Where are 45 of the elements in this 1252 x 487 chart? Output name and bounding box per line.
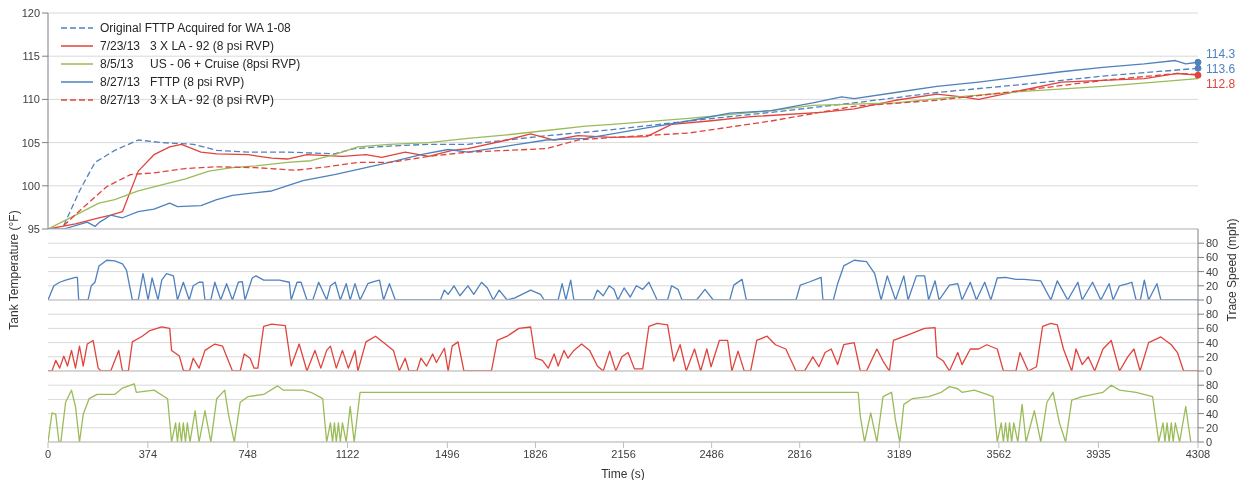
x-tick-label: 4308 [1185, 447, 1211, 460]
y2-tick-label: 60 [1206, 251, 1219, 264]
y2-tick-label: 20 [1206, 421, 1219, 434]
y2-axis-title: Trace Speed (mph) [1225, 218, 1239, 322]
x-tick-label: 0 [44, 447, 52, 460]
y-axis-title: Tank Temperature (°F) [7, 210, 21, 330]
x-tick-label: 2486 [699, 447, 724, 460]
data-label: 113.6 [1206, 61, 1236, 76]
x-tick-label: 3562 [986, 447, 1012, 460]
data-label: 114.3 [1206, 46, 1236, 61]
y-tick-label: 120 [21, 6, 40, 19]
y2-tick-label: 40 [1206, 336, 1219, 349]
y-tick-label: 100 [21, 179, 40, 192]
y2-tick-label: 80 [1206, 237, 1219, 250]
y2-tick-label: 60 [1206, 393, 1219, 406]
y2-tick-label: 20 [1206, 350, 1219, 363]
legend-label: 8/5/13 US - 06 + Cruise (8psi RVP) [100, 57, 301, 71]
x-tick-label: 1122 [335, 447, 360, 460]
x-axis-title: Time (s) [601, 467, 645, 481]
legend-label: 8/27/13 3 X LA - 92 (8 psi RVP) [100, 93, 274, 107]
x-tick-label: 748 [238, 447, 257, 460]
legend-label: Original FTTP Acquired for WA 1-08 [100, 21, 291, 35]
y2-tick-label: 80 [1206, 379, 1219, 392]
x-tick-label: 1826 [523, 447, 548, 460]
x-tick-label: 2156 [611, 447, 636, 460]
y2-tick-label: 20 [1206, 279, 1219, 292]
legend-label: 7/23/13 3 X LA - 92 (8 psi RVP) [100, 39, 274, 53]
y2-tick-label: 40 [1206, 407, 1219, 420]
y2-tick-label: 0 [1206, 293, 1213, 306]
y2-tick-label: 60 [1206, 322, 1219, 335]
y2-tick-label: 0 [1206, 435, 1213, 448]
y-tick-label: 115 [22, 50, 40, 63]
y-tick-label: 95 [27, 222, 40, 235]
data-label: 112.8 [1206, 76, 1236, 91]
x-tick-label: 3189 [887, 447, 912, 460]
y-tick-label: 110 [22, 93, 40, 106]
y2-tick-label: 80 [1206, 308, 1219, 321]
y2-tick-label: 0 [1206, 364, 1213, 377]
x-tick-label: 2816 [787, 447, 812, 460]
y-tick-label: 105 [21, 136, 40, 149]
x-tick-label: 1496 [435, 447, 460, 460]
legend-label: 8/27/13 FTTP (8 psi RVP) [100, 75, 245, 89]
x-tick-label: 374 [138, 447, 158, 460]
y2-tick-label: 40 [1206, 265, 1219, 278]
x-tick-label: 3935 [1086, 447, 1111, 460]
